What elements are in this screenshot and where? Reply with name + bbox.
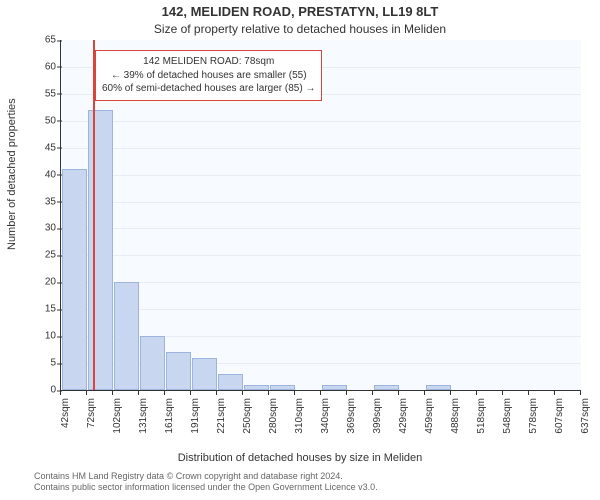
gridline bbox=[61, 202, 581, 203]
x-tick-mark bbox=[450, 390, 451, 395]
x-tick-mark bbox=[60, 390, 61, 395]
x-tick-mark bbox=[424, 390, 425, 395]
x-tick-label: 280sqm bbox=[268, 398, 279, 448]
histogram-bar bbox=[270, 385, 295, 390]
footer-line: Contains HM Land Registry data © Crown c… bbox=[34, 471, 378, 483]
x-tick-mark bbox=[346, 390, 347, 395]
x-tick-mark bbox=[86, 390, 87, 395]
x-tick-label: 488sqm bbox=[450, 398, 461, 448]
histogram-bar bbox=[192, 358, 217, 390]
x-tick-mark bbox=[398, 390, 399, 395]
y-tick-label: 55 bbox=[16, 88, 56, 99]
x-tick-mark bbox=[242, 390, 243, 395]
chart-container: { "titles": { "main": "142, MELIDEN ROAD… bbox=[0, 0, 600, 500]
x-tick-label: 221sqm bbox=[216, 398, 227, 448]
x-tick-label: 399sqm bbox=[372, 398, 383, 448]
page-title: 142, MELIDEN ROAD, PRESTATYN, LL19 8LT bbox=[0, 4, 600, 19]
y-tick-label: 25 bbox=[16, 250, 56, 261]
histogram-bar bbox=[244, 385, 269, 390]
gridline bbox=[61, 309, 581, 310]
x-tick-mark bbox=[164, 390, 165, 395]
x-tick-label: 42sqm bbox=[60, 398, 71, 448]
histogram-bar bbox=[218, 374, 243, 390]
histogram-bar bbox=[166, 352, 191, 390]
annotation-line: ← 39% of detached houses are smaller (55… bbox=[102, 69, 315, 83]
gridline bbox=[61, 255, 581, 256]
x-tick-label: 548sqm bbox=[502, 398, 513, 448]
y-tick-label: 5 bbox=[16, 358, 56, 369]
y-tick-label: 20 bbox=[16, 277, 56, 288]
x-tick-label: 102sqm bbox=[112, 398, 123, 448]
x-tick-label: 369sqm bbox=[346, 398, 357, 448]
x-tick-mark bbox=[216, 390, 217, 395]
y-tick-label: 10 bbox=[16, 331, 56, 342]
x-tick-label: 637sqm bbox=[580, 398, 591, 448]
gridline bbox=[61, 148, 581, 149]
y-tick-label: 50 bbox=[16, 115, 56, 126]
x-tick-mark bbox=[138, 390, 139, 395]
y-tick-label: 65 bbox=[16, 35, 56, 46]
x-tick-mark bbox=[502, 390, 503, 395]
histogram-bar bbox=[88, 110, 113, 390]
y-tick-label: 40 bbox=[16, 169, 56, 180]
x-axis-label: Distribution of detached houses by size … bbox=[0, 452, 600, 464]
x-tick-mark bbox=[294, 390, 295, 395]
x-tick-mark bbox=[320, 390, 321, 395]
x-tick-mark bbox=[268, 390, 269, 395]
x-tick-label: 518sqm bbox=[476, 398, 487, 448]
x-tick-label: 310sqm bbox=[294, 398, 305, 448]
annotation-box: 142 MELIDEN ROAD: 78sqm← 39% of detached… bbox=[95, 50, 322, 101]
y-tick-label: 15 bbox=[16, 304, 56, 315]
x-tick-label: 131sqm bbox=[138, 398, 149, 448]
footer-attribution: Contains HM Land Registry data © Crown c… bbox=[34, 471, 378, 494]
x-tick-mark bbox=[528, 390, 529, 395]
gridline bbox=[61, 282, 581, 283]
x-tick-label: 459sqm bbox=[424, 398, 435, 448]
gridline bbox=[61, 228, 581, 229]
x-tick-label: 429sqm bbox=[398, 398, 409, 448]
footer-line: Contains public sector information licen… bbox=[34, 482, 378, 494]
x-tick-mark bbox=[190, 390, 191, 395]
y-tick-label: 35 bbox=[16, 196, 56, 207]
gridline bbox=[61, 121, 581, 122]
x-tick-label: 72sqm bbox=[86, 398, 97, 448]
histogram-bar bbox=[114, 282, 139, 390]
x-tick-label: 607sqm bbox=[554, 398, 565, 448]
y-tick-label: 30 bbox=[16, 223, 56, 234]
x-tick-label: 340sqm bbox=[320, 398, 331, 448]
histogram-bar bbox=[426, 385, 451, 390]
x-tick-mark bbox=[554, 390, 555, 395]
histogram-bar bbox=[374, 385, 399, 390]
x-tick-label: 578sqm bbox=[528, 398, 539, 448]
histogram-bar bbox=[140, 336, 165, 390]
annotation-line: 142 MELIDEN ROAD: 78sqm bbox=[102, 55, 315, 69]
x-tick-label: 161sqm bbox=[164, 398, 175, 448]
page-subtitle: Size of property relative to detached ho… bbox=[0, 22, 600, 36]
x-tick-mark bbox=[580, 390, 581, 395]
annotation-line: 60% of semi-detached houses are larger (… bbox=[102, 82, 315, 96]
x-tick-mark bbox=[112, 390, 113, 395]
x-tick-mark bbox=[476, 390, 477, 395]
x-tick-label: 250sqm bbox=[242, 398, 253, 448]
y-tick-label: 45 bbox=[16, 142, 56, 153]
gridline bbox=[61, 175, 581, 176]
y-tick-label: 0 bbox=[16, 385, 56, 396]
histogram-bar bbox=[62, 169, 87, 390]
y-tick-label: 60 bbox=[16, 61, 56, 72]
x-tick-mark bbox=[372, 390, 373, 395]
x-tick-label: 191sqm bbox=[190, 398, 201, 448]
histogram-bar bbox=[322, 385, 347, 390]
